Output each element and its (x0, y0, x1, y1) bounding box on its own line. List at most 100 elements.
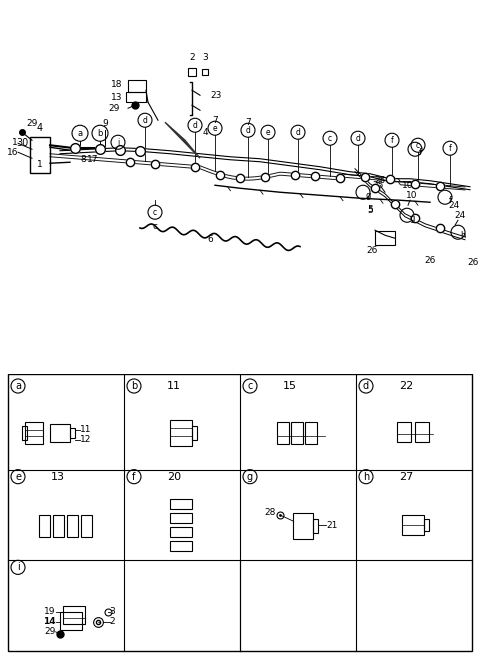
Text: 11: 11 (167, 381, 181, 391)
Bar (81, 515, 92, 537)
Text: d: d (356, 134, 360, 143)
Text: 7: 7 (245, 117, 251, 127)
Text: 1: 1 (12, 138, 18, 147)
Text: d: d (296, 128, 300, 136)
Text: 15: 15 (283, 381, 297, 391)
Text: 10: 10 (402, 181, 414, 190)
Text: 12: 12 (80, 436, 92, 444)
Text: c: c (328, 134, 332, 143)
Bar (192, 426, 197, 440)
Text: 29: 29 (108, 104, 120, 113)
Bar (313, 519, 318, 533)
Text: 2: 2 (109, 617, 115, 626)
Text: 23: 23 (210, 91, 221, 100)
Text: 26: 26 (468, 258, 479, 267)
Text: 29: 29 (26, 119, 37, 128)
Text: 29: 29 (44, 627, 55, 636)
Text: 9: 9 (102, 119, 108, 128)
Text: 17: 17 (87, 155, 99, 164)
Bar (424, 519, 429, 531)
Text: h: h (363, 472, 369, 482)
Bar (50, 424, 70, 442)
Text: 16: 16 (7, 148, 18, 157)
Bar (402, 515, 424, 535)
Bar (170, 420, 192, 446)
Text: g: g (409, 214, 415, 223)
Text: c: c (247, 381, 252, 391)
Bar (25, 422, 43, 444)
Text: i: i (17, 562, 19, 572)
Text: 7: 7 (212, 115, 218, 125)
Text: a: a (15, 381, 21, 391)
Text: 5: 5 (367, 206, 373, 215)
Text: f: f (419, 148, 421, 157)
Text: 4: 4 (202, 128, 208, 136)
Text: 11: 11 (80, 425, 92, 434)
Text: c: c (416, 141, 420, 150)
Bar (305, 422, 317, 444)
Text: 3: 3 (202, 53, 208, 62)
Bar (170, 541, 192, 551)
Bar (53, 515, 64, 537)
Text: i: i (117, 138, 119, 147)
Text: 14: 14 (43, 617, 56, 626)
Text: f: f (132, 472, 136, 482)
Text: 3: 3 (109, 607, 115, 616)
Text: b: b (97, 129, 103, 138)
Text: 26: 26 (366, 246, 378, 255)
Bar (126, 92, 146, 102)
Bar (375, 232, 395, 245)
Text: 19: 19 (44, 607, 55, 616)
Text: 5: 5 (367, 205, 373, 215)
Bar (293, 513, 313, 539)
Text: 28: 28 (264, 508, 276, 518)
Text: d: d (363, 381, 369, 391)
Bar (170, 499, 192, 509)
Polygon shape (165, 122, 200, 158)
Text: 22: 22 (399, 381, 413, 391)
Text: 6: 6 (207, 236, 213, 244)
Text: 20: 20 (167, 472, 181, 482)
Text: 27: 27 (399, 472, 413, 482)
Text: h: h (460, 231, 466, 239)
Text: f: f (449, 144, 451, 153)
Text: 24: 24 (448, 201, 460, 210)
Bar (397, 422, 411, 442)
Text: 13: 13 (51, 472, 65, 482)
Bar (62, 605, 84, 624)
Text: f: f (448, 195, 452, 205)
Text: g: g (365, 191, 371, 199)
Text: d: d (192, 121, 197, 130)
Text: 30: 30 (16, 138, 28, 148)
Text: f: f (391, 136, 394, 145)
Text: 8: 8 (80, 155, 86, 164)
Bar (39, 515, 50, 537)
Bar (22, 426, 27, 440)
Bar (291, 422, 303, 444)
Text: d: d (143, 115, 147, 125)
Text: e: e (15, 472, 21, 482)
Text: b: b (131, 381, 137, 391)
Text: 13: 13 (110, 92, 122, 102)
Bar (70, 428, 75, 438)
Text: 21: 21 (326, 520, 337, 529)
Bar (60, 611, 82, 630)
Bar (128, 80, 146, 92)
Text: c: c (153, 208, 157, 216)
Text: 26: 26 (424, 256, 436, 265)
Text: e: e (266, 128, 270, 136)
Text: 18: 18 (110, 80, 122, 89)
Bar (170, 527, 192, 537)
Text: d: d (246, 126, 251, 134)
Text: a: a (77, 129, 83, 138)
Bar (277, 422, 289, 444)
Text: 25: 25 (374, 176, 386, 185)
Text: e: e (213, 124, 217, 133)
Text: 25: 25 (372, 181, 384, 190)
Bar (67, 515, 78, 537)
Text: c: c (153, 222, 157, 232)
Text: 10: 10 (406, 191, 418, 199)
Bar (170, 513, 192, 523)
Text: 1: 1 (37, 160, 43, 169)
Text: 24: 24 (455, 211, 466, 220)
